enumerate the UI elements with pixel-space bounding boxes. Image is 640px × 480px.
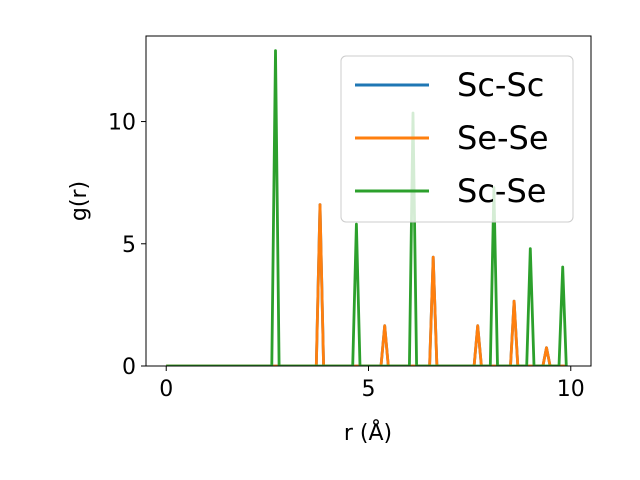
y-axis-label: g(r) bbox=[67, 181, 92, 221]
legend-label: Sc-Sc bbox=[457, 66, 544, 104]
x-ticks: 0 5 10 bbox=[159, 366, 585, 402]
legend-label: Sc-Se bbox=[457, 172, 546, 210]
legend-frame bbox=[340, 55, 574, 223]
x-tick-label: 0 bbox=[159, 377, 173, 402]
legend: Sc-Sc Se-Se Sc-Se bbox=[340, 55, 574, 223]
x-tick-label: 10 bbox=[557, 377, 585, 402]
legend-label: Se-Se bbox=[457, 119, 549, 157]
y-tick-label: 0 bbox=[122, 355, 136, 380]
y-tick-label: 5 bbox=[122, 233, 136, 258]
x-tick-label: 5 bbox=[362, 377, 376, 402]
series-line-se-se bbox=[166, 203, 567, 366]
y-ticks: 0 5 10 bbox=[108, 111, 146, 380]
y-tick-label: 10 bbox=[108, 111, 136, 136]
series-line-sc-sc bbox=[166, 203, 567, 366]
x-axis-label: r (Å) bbox=[344, 419, 392, 446]
